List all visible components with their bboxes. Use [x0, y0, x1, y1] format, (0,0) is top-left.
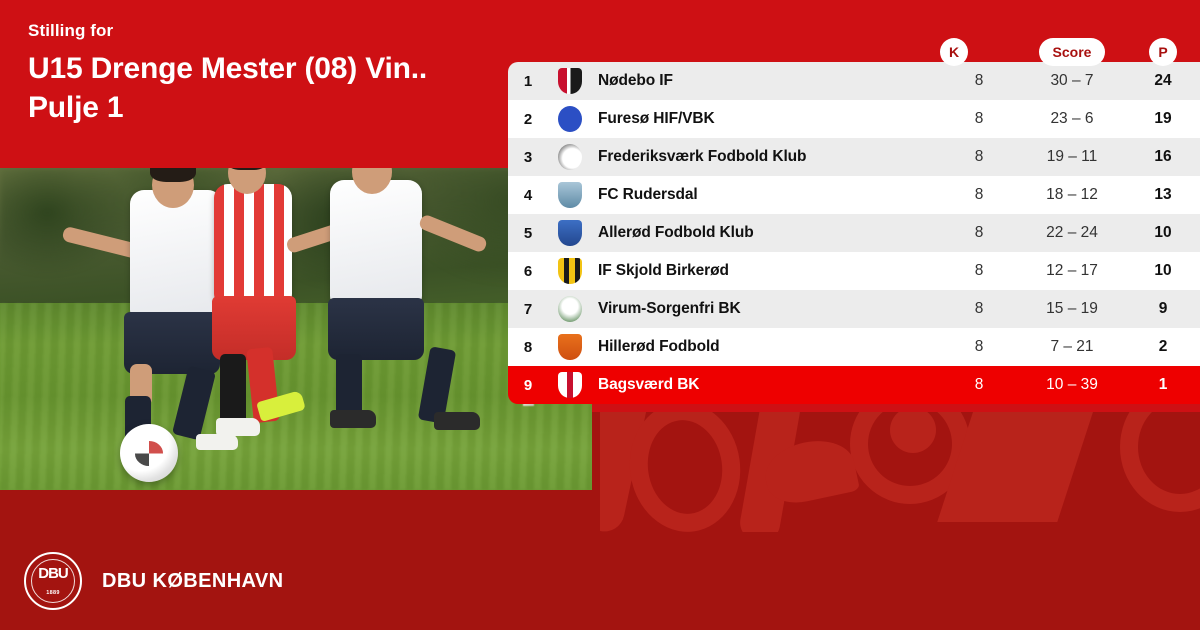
- page-title: U15 Drenge Mester (08) Vin.. Pulje 1: [28, 51, 427, 125]
- football: [120, 424, 178, 482]
- row-points: 1: [1158, 376, 1168, 393]
- row-matches-played: 8: [974, 262, 984, 279]
- club-crest-icon: [548, 106, 592, 132]
- standings-table: 1 Nødebo IF 8 30 – 7 24 2 Furesø HIF/VBK 8 23 – …: [508, 62, 1200, 404]
- table-row[interactable]: 7 Virum-Sorgenfri BK 8 15 – 19 9: [508, 290, 1200, 328]
- row-goal-score: 18 – 12: [1046, 186, 1098, 203]
- row-goal-score: 10 – 39: [1046, 376, 1098, 393]
- row-goal-score: 30 – 7: [1050, 72, 1094, 89]
- row-points: 9: [1158, 300, 1168, 317]
- club-crest-icon: [548, 296, 592, 322]
- table-row[interactable]: 1 Nødebo IF 8 30 – 7 24: [508, 62, 1200, 100]
- row-position: 7: [523, 300, 533, 318]
- table-row[interactable]: 2 Furesø HIF/VBK 8 23 – 6 19: [508, 100, 1200, 138]
- row-position: 3: [523, 148, 533, 166]
- row-position: 4: [523, 186, 533, 204]
- club-crest-icon: [548, 220, 592, 246]
- club-crest-icon: [548, 334, 592, 360]
- row-team-name: Frederiksværk Fodbold Klub: [598, 148, 807, 165]
- row-matches-played: 8: [974, 224, 984, 241]
- row-position: 5: [523, 224, 533, 242]
- row-points: 10: [1154, 224, 1172, 241]
- row-position: 8: [523, 338, 533, 356]
- row-matches-played: 8: [974, 110, 984, 127]
- table-row[interactable]: 9 Bagsværd BK 8 10 – 39 1: [508, 366, 1200, 404]
- row-goal-score: 22 – 24: [1046, 224, 1098, 241]
- row-goal-score: 15 – 19: [1046, 300, 1098, 317]
- row-points: 24: [1154, 72, 1172, 89]
- column-header-score: Score: [1038, 38, 1106, 66]
- club-crest-icon: [548, 372, 592, 398]
- row-points: 13: [1154, 186, 1172, 203]
- row-team-name: Hillerød Fodbold: [598, 338, 720, 355]
- row-goal-score: 19 – 11: [1046, 148, 1098, 165]
- row-position: 2: [523, 110, 533, 128]
- table-row[interactable]: 6 IF Skjold Birkerød 8 12 – 17 10: [508, 252, 1200, 290]
- row-team-name: Allerød Fodbold Klub: [598, 224, 754, 241]
- match-photo: [0, 168, 592, 490]
- row-team-name: Furesø HIF/VBK: [598, 110, 715, 127]
- organisation-name: DBU KØBENHAVN: [102, 569, 284, 592]
- row-points: 16: [1154, 148, 1172, 165]
- row-matches-played: 8: [974, 72, 984, 89]
- dbu-year: 1889: [46, 590, 60, 596]
- row-position: 1: [523, 72, 533, 90]
- row-points: 2: [1158, 338, 1168, 355]
- row-team-name: Virum-Sorgenfri BK: [598, 300, 741, 317]
- page-kicker: Stilling for: [28, 21, 114, 40]
- dbu-monogram: DBU: [38, 565, 68, 582]
- column-header-k: K: [940, 38, 968, 66]
- row-goal-score: 12 – 17: [1046, 262, 1098, 279]
- row-team-name: Nødebo IF: [598, 72, 673, 89]
- row-goal-score: 23 – 6: [1050, 110, 1094, 127]
- row-team-name: IF Skjold Birkerød: [598, 262, 729, 279]
- row-matches-played: 8: [974, 300, 984, 317]
- club-crest-icon: [548, 182, 592, 208]
- column-header-p: P: [1149, 38, 1177, 66]
- table-row[interactable]: 5 Allerød Fodbold Klub 8 22 – 24 10: [508, 214, 1200, 252]
- row-position: 9: [523, 376, 533, 394]
- row-matches-played: 8: [974, 376, 984, 393]
- dbu-logo-icon: DBU 1889: [24, 552, 82, 610]
- club-crest-icon: [548, 258, 592, 284]
- row-points: 19: [1154, 110, 1172, 127]
- row-matches-played: 8: [974, 148, 984, 165]
- row-matches-played: 8: [974, 338, 984, 355]
- table-row[interactable]: 8 Hillerød Fodbold 8 7 – 21 2: [508, 328, 1200, 366]
- row-position: 6: [523, 262, 533, 280]
- background-watermark: [600, 412, 1200, 532]
- table-row[interactable]: 4 FC Rudersdal 8 18 – 12 13: [508, 176, 1200, 214]
- table-row[interactable]: 3 Frederiksværk Fodbold Klub 8 19 – 11 16: [508, 138, 1200, 176]
- row-goal-score: 7 – 21: [1050, 338, 1094, 355]
- header-block: Stilling for U15 Drenge Mester (08) Vin.…: [28, 21, 528, 128]
- row-points: 10: [1154, 262, 1172, 279]
- row-team-name: FC Rudersdal: [598, 186, 698, 203]
- club-crest-icon: [548, 144, 592, 170]
- row-matches-played: 8: [974, 186, 984, 203]
- footer: DBU 1889 DBU KØBENHAVN: [0, 532, 1200, 630]
- table-column-headers: K Score P: [508, 38, 1200, 66]
- row-team-name: Bagsværd BK: [598, 376, 700, 393]
- club-crest-icon: [548, 68, 592, 94]
